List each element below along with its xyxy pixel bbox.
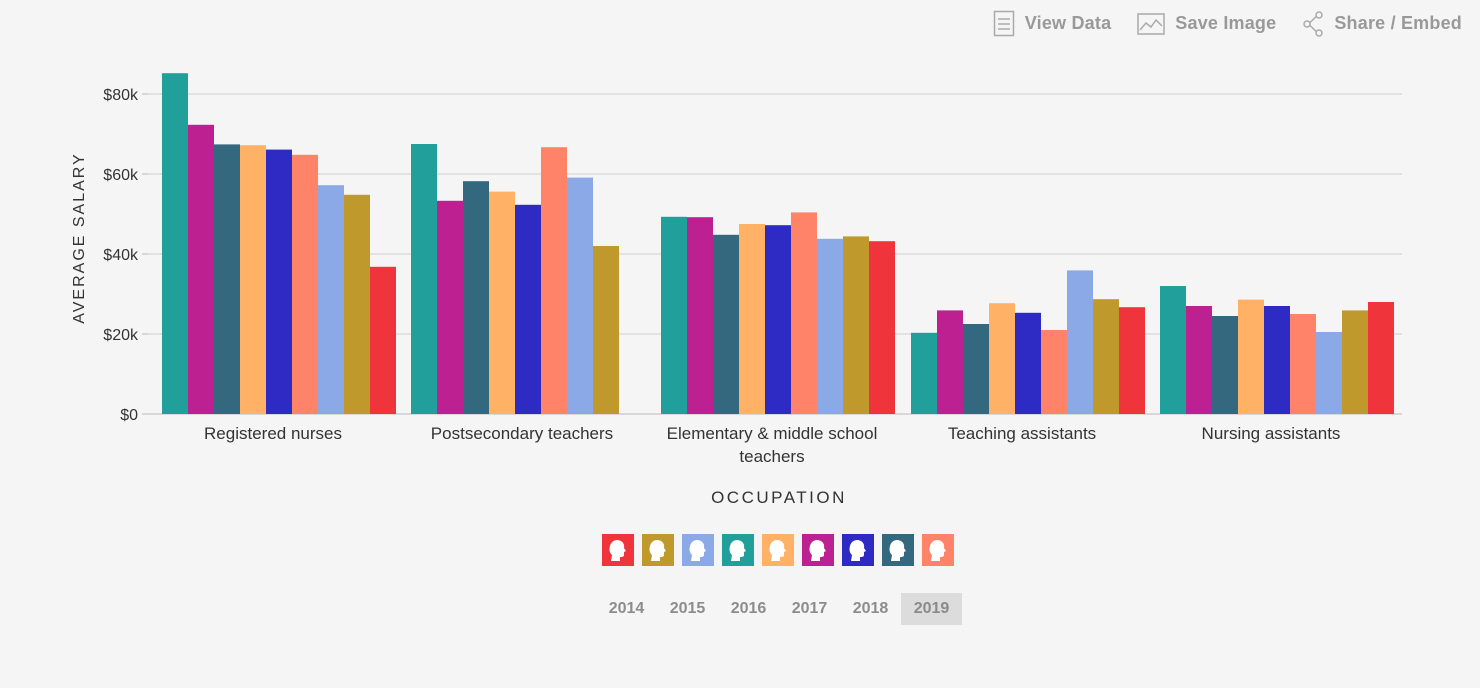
view-data-label: View Data [1024, 13, 1112, 33]
toolbar: View Data Save Image Share / Embed [993, 10, 1462, 37]
bar [739, 224, 765, 414]
year-button-2016[interactable]: 2016 [730, 600, 767, 617]
bar [713, 234, 739, 414]
share-embed-button[interactable]: Share / Embed [1302, 10, 1462, 37]
x-tick-label: Postsecondary teachers [431, 424, 613, 443]
legend-swatch[interactable] [722, 534, 754, 566]
bar [240, 145, 266, 414]
bar [1316, 332, 1342, 414]
save-image-label: Save Image [1175, 13, 1277, 33]
bar [541, 147, 567, 414]
y-axis-label: AVERAGE SALARY [71, 152, 88, 324]
year-button-2017[interactable]: 2017 [791, 600, 828, 617]
bar [463, 181, 489, 414]
bar [765, 225, 791, 414]
y-tick-label: $80k [103, 87, 139, 104]
legend-swatch[interactable] [922, 534, 954, 566]
share-icon [1302, 10, 1324, 37]
x-tick-label: teachers [739, 447, 804, 466]
bar [411, 144, 437, 414]
y-tick-label: $0 [120, 407, 138, 424]
bar [791, 212, 817, 414]
bar [515, 204, 541, 414]
x-tick-label: Teaching assistants [948, 424, 1096, 443]
bar [937, 310, 963, 414]
bar [1368, 302, 1394, 414]
legend-swatch[interactable] [602, 534, 634, 566]
document-icon [993, 10, 1015, 37]
bar [1238, 299, 1264, 414]
bar [1015, 312, 1041, 414]
bar [1067, 270, 1093, 414]
bar [843, 236, 869, 414]
year-button-2015[interactable]: 2015 [669, 600, 706, 617]
head-icon [729, 540, 746, 561]
bar [1290, 314, 1316, 414]
year-button-2018[interactable]: 2018 [852, 600, 889, 617]
bar [214, 144, 240, 414]
image-icon [1137, 12, 1166, 35]
bar [1041, 330, 1067, 414]
head-icon [769, 540, 786, 561]
bar [437, 200, 463, 414]
year-selector: 2014 2015 2016 2017 2018 2019 [596, 593, 962, 625]
bar [1093, 299, 1119, 414]
head-icon [689, 540, 706, 561]
legend-swatch[interactable] [802, 534, 834, 566]
bar [344, 194, 370, 414]
bar [1264, 306, 1290, 414]
x-tick-label: Nursing assistants [1202, 424, 1341, 443]
y-tick-label: $40k [103, 247, 139, 264]
bar [318, 185, 344, 414]
y-tick-label: $60k [103, 167, 139, 184]
head-icon [609, 540, 626, 561]
x-tick-label: Registered nurses [204, 424, 342, 443]
year-button-2014[interactable]: 2014 [608, 600, 645, 617]
year-button-2019[interactable]: 2019 [901, 593, 962, 625]
y-tick-label: $20k [103, 327, 139, 344]
bar [1119, 307, 1145, 414]
x-tick-label: Elementary & middle school [667, 424, 878, 443]
bar [661, 216, 687, 414]
bar [1342, 310, 1368, 414]
bar [817, 238, 843, 414]
bar [162, 73, 188, 414]
bar [1212, 316, 1238, 414]
bar [963, 324, 989, 414]
save-image-button[interactable]: Save Image [1137, 12, 1277, 35]
head-icon [649, 540, 666, 561]
bar [1160, 286, 1186, 414]
legend [602, 534, 954, 566]
bar [687, 217, 713, 414]
view-data-button[interactable]: View Data [993, 10, 1112, 37]
bar [593, 246, 619, 414]
legend-swatch[interactable] [882, 534, 914, 566]
bar [1186, 306, 1212, 414]
head-icon [849, 540, 866, 561]
legend-swatch[interactable] [682, 534, 714, 566]
legend-swatch[interactable] [762, 534, 794, 566]
head-icon [929, 540, 946, 561]
head-icon [889, 540, 906, 561]
bar-chart: $0 $20k $40k $60k $80k Registered nurses Posts… [103, 73, 1402, 466]
bar [567, 177, 593, 414]
legend-swatch[interactable] [842, 534, 874, 566]
bar [292, 154, 318, 415]
bar [489, 191, 515, 414]
bar [266, 149, 292, 414]
bar [869, 241, 895, 414]
head-icon [809, 540, 826, 561]
share-embed-label: Share / Embed [1334, 13, 1462, 33]
bar [188, 124, 214, 415]
legend-swatch[interactable] [642, 534, 674, 566]
bar [911, 332, 937, 414]
bar [370, 266, 396, 414]
x-axis-label: OCCUPATION [711, 488, 847, 507]
bar [989, 303, 1015, 414]
